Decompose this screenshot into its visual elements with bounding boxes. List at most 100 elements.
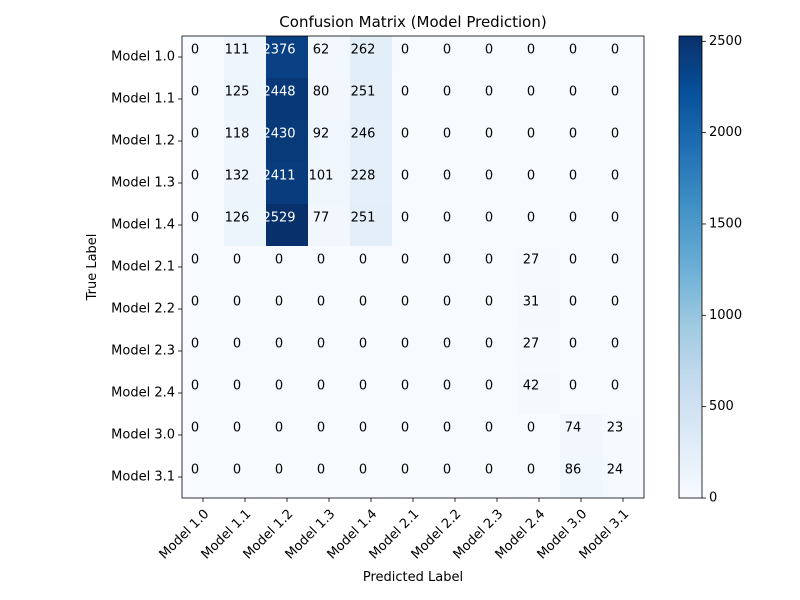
- cell-value-label: 0: [485, 43, 493, 58]
- cell-value-label: 0: [191, 295, 199, 310]
- heatmap-cell: [476, 204, 519, 247]
- cell-value-label: 0: [611, 127, 619, 142]
- heatmap-cell: [434, 78, 477, 121]
- cell-value-label: 0: [569, 337, 577, 352]
- heatmap-cell: [392, 372, 435, 415]
- heatmap-cell: [182, 162, 225, 205]
- colorbar-tick-label: 1000: [709, 308, 742, 323]
- heatmap-cell: [602, 372, 645, 415]
- heatmap-cell: [182, 330, 225, 373]
- y-tick-label: Model 2.1: [111, 260, 175, 275]
- cell-value-label: 228: [351, 169, 376, 184]
- cell-value-label: 0: [569, 253, 577, 268]
- cell-value-label: 86: [565, 463, 582, 478]
- heatmap-cell: [518, 372, 561, 415]
- heatmap-cell: [560, 456, 603, 499]
- heatmap-cell: [560, 78, 603, 121]
- heatmap-cell: [602, 288, 645, 331]
- heatmap-cell: [308, 204, 351, 247]
- y-tick-label: Model 2.4: [111, 386, 175, 401]
- cell-value-label: 27: [523, 253, 540, 268]
- heatmap-cell: [392, 330, 435, 373]
- cell-value-label: 0: [443, 127, 451, 142]
- cell-value-label: 0: [401, 85, 409, 100]
- cell-value-label: 0: [359, 253, 367, 268]
- heatmap-cell: [392, 204, 435, 247]
- cell-value-label: 0: [359, 379, 367, 394]
- heatmap-cell: [518, 36, 561, 79]
- cell-value-label: 0: [401, 169, 409, 184]
- cell-value-label: 126: [225, 211, 250, 226]
- cell-value-label: 0: [401, 253, 409, 268]
- heatmap-cell: [434, 372, 477, 415]
- heatmap-cell: [518, 78, 561, 121]
- heatmap-cell: [476, 120, 519, 163]
- heatmap-cell: [392, 414, 435, 457]
- heatmap-cell: [518, 204, 561, 247]
- heatmap-cell: [308, 456, 351, 499]
- cell-value-label: 23: [607, 421, 624, 436]
- heatmap-cell: [602, 204, 645, 247]
- heatmap-cell-labels: 0 111 2376 62 262 0 0 0 0 0 0 0 125 2448 80 251 0 0 0 0 0 0 0 1…: [191, 43, 623, 478]
- heatmap-cell: [224, 288, 267, 331]
- cell-value-label: 0: [275, 253, 283, 268]
- heatmap-cell: [476, 414, 519, 457]
- heatmap-cell: [560, 288, 603, 331]
- cell-value-label: 0: [569, 85, 577, 100]
- cell-value-label: 0: [191, 85, 199, 100]
- heatmap-cell: [476, 246, 519, 289]
- cell-value-label: 0: [191, 421, 199, 436]
- cell-value-label: 0: [485, 127, 493, 142]
- heatmap-cell: [602, 330, 645, 373]
- cell-value-label: 0: [443, 337, 451, 352]
- cell-value-label: 101: [309, 169, 334, 184]
- heatmap-cell: [602, 246, 645, 289]
- heatmap-cell: [350, 204, 393, 247]
- heatmap-cell: [266, 162, 309, 205]
- cell-value-label: 0: [359, 421, 367, 436]
- cell-value-label: 0: [233, 253, 241, 268]
- cell-value-label: 0: [233, 421, 241, 436]
- heatmap-cell: [560, 162, 603, 205]
- heatmap-cell: [392, 120, 435, 163]
- colorbar-tick-label: 2500: [709, 34, 742, 49]
- heatmap-cell: [224, 120, 267, 163]
- heatmap-cell: [392, 78, 435, 121]
- heatmap-cell: [266, 78, 309, 121]
- heatmap-cell: [308, 162, 351, 205]
- cell-value-label: 0: [443, 169, 451, 184]
- heatmap-cells: [182, 36, 645, 499]
- cell-value-label: 0: [359, 337, 367, 352]
- y-tick-label: Model 1.0: [111, 50, 175, 65]
- heatmap-cell: [560, 330, 603, 373]
- colorbar: [678, 35, 703, 499]
- cell-value-label: 0: [485, 169, 493, 184]
- y-tick-label: Model 3.0: [111, 428, 175, 443]
- cell-value-label: 0: [569, 169, 577, 184]
- cell-value-label: 0: [317, 421, 325, 436]
- cell-value-label: 0: [233, 295, 241, 310]
- cell-value-label: 0: [485, 421, 493, 436]
- heatmap-cell: [518, 414, 561, 457]
- heatmap-cell: [266, 330, 309, 373]
- cell-value-label: 0: [611, 253, 619, 268]
- cell-value-label: 251: [351, 85, 376, 100]
- cell-value-label: 0: [401, 295, 409, 310]
- heatmap-cell: [182, 456, 225, 499]
- cell-value-label: 0: [569, 379, 577, 394]
- heatmap-cell: [182, 414, 225, 457]
- cell-value-label: 2448: [262, 85, 295, 100]
- heatmap-cell: [476, 78, 519, 121]
- cell-value-label: 0: [191, 169, 199, 184]
- cell-value-label: 0: [317, 253, 325, 268]
- heatmap-cell: [518, 330, 561, 373]
- heatmap-cell: [224, 36, 267, 79]
- cell-value-label: 0: [191, 253, 199, 268]
- heatmap-cell: [266, 246, 309, 289]
- heatmap-cell: [308, 246, 351, 289]
- y-tick-label: Model 2.2: [111, 302, 175, 317]
- cell-value-label: 125: [225, 85, 250, 100]
- heatmap-cell: [224, 414, 267, 457]
- heatmap-cell: [350, 414, 393, 457]
